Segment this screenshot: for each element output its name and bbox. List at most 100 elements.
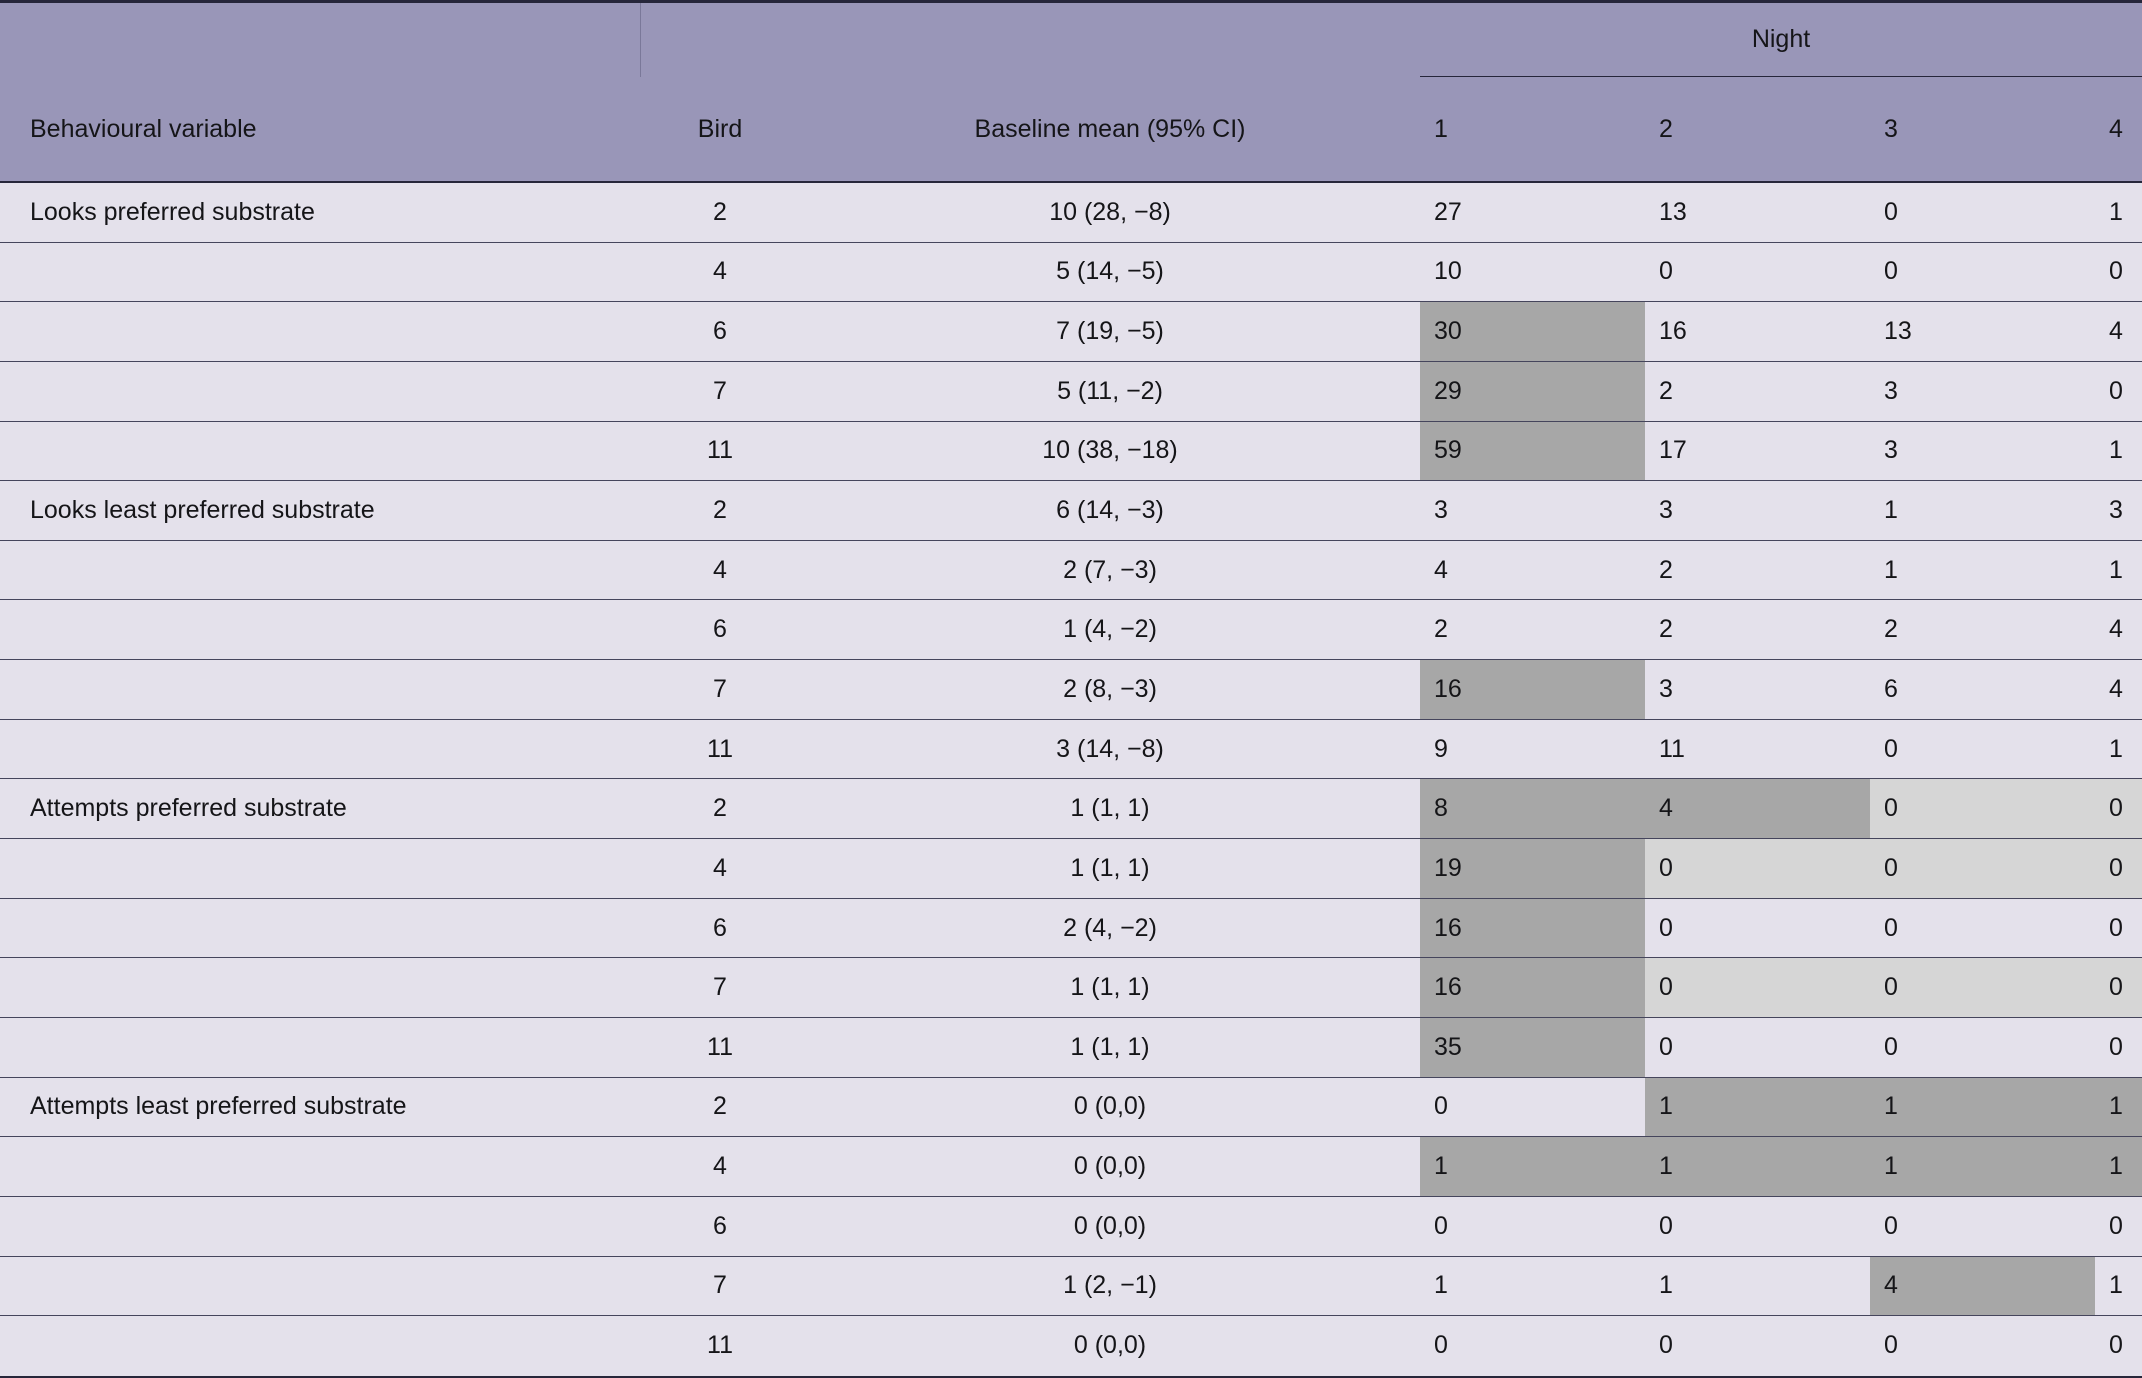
night-4-value-cell: 4	[2109, 674, 2123, 703]
night-header-group: Night	[1420, 3, 2142, 77]
behavioural-variable-cell	[0, 243, 640, 302]
table-row: 6 1 (4, −2) 2 2 2 4	[0, 600, 2142, 661]
night-2-value-cell: 13	[1659, 197, 1687, 226]
col-header-night-3: 3	[1884, 114, 1898, 143]
night-1-value-cell: 0	[1434, 1331, 1448, 1360]
night-3-value-cell: 0	[1884, 734, 1898, 763]
behavioural-variable-cell	[0, 899, 640, 958]
bird-cell: 2	[713, 197, 727, 226]
night-1-value-cell: 10	[1434, 257, 1462, 286]
behavioural-variable-cell	[0, 422, 640, 481]
night-3-value-cell: 0	[1884, 1032, 1898, 1061]
bird-cell: 4	[713, 853, 727, 882]
table-header-columns-row: Behavioural variable Bird Baseline mean …	[0, 77, 2142, 181]
night-1-value-cell: 16	[1420, 958, 1645, 1017]
night-2-value-cell: 0	[1645, 839, 1870, 898]
night-2-value-cell: 16	[1659, 317, 1687, 346]
night-2-value-cell: 4	[1645, 779, 1870, 839]
night-3-value-cell: 2	[1884, 615, 1898, 644]
night-2-value-cell: 3	[1659, 674, 1673, 703]
behavioural-variable-cell	[0, 302, 640, 361]
night-4-value-cell: 0	[2109, 257, 2123, 286]
baseline-mean-cell: 1 (2, −1)	[1063, 1271, 1157, 1300]
night-4-value-cell: 0	[2109, 913, 2123, 942]
table-row: 7 5 (11, −2) 29 2 3 0	[0, 361, 2142, 422]
baseline-mean-cell: 0 (0,0)	[1073, 1152, 1147, 1181]
night-2-value-cell: 0	[1659, 1211, 1673, 1240]
night-3-value-cell: 6	[1884, 674, 1898, 703]
night-4-value-cell: 0	[2095, 958, 2142, 1017]
baseline-mean-cell: 0 (0,0)	[1073, 1331, 1147, 1360]
behavioural-variable-cell: Looks least preferred substrate	[30, 496, 375, 525]
behavioural-variable-cell	[0, 958, 640, 1017]
baseline-mean-cell: 1 (1, 1)	[1070, 1032, 1150, 1061]
night-1-value-cell: 2	[1434, 615, 1448, 644]
bird-cell: 7	[713, 973, 727, 1002]
baseline-mean-cell: 3 (14, −8)	[1056, 734, 1164, 763]
table-body: Looks preferred substrate 2 10 (28, −8) 27 1…	[0, 183, 2142, 1376]
behavioural-variable-cell	[0, 1197, 640, 1256]
night-1-value-cell: 29	[1420, 361, 1645, 421]
bird-cell: 2	[713, 794, 727, 823]
bird-cell: 7	[713, 1271, 727, 1300]
night-1-value-cell: 59	[1420, 421, 1645, 481]
table-row: 6 0 (0,0) 0 0 0 0	[0, 1197, 2142, 1257]
night-2-value-cell: 17	[1659, 436, 1687, 465]
night-2-value-cell: 0	[1659, 1032, 1673, 1061]
night-2-value-cell: 1	[1645, 1137, 1870, 1196]
table-row: 4 5 (14, −5) 10 0 0 0	[0, 243, 2142, 303]
night-3-value-cell: 3	[1884, 436, 1898, 465]
night-4-value-cell: 0	[2109, 376, 2123, 405]
night-4-value-cell: 0	[2109, 1211, 2123, 1240]
baseline-mean-cell: 1 (4, −2)	[1063, 615, 1157, 644]
table-header-top-row: Night	[0, 3, 2142, 77]
night-1-value-cell: 1	[1420, 1137, 1645, 1196]
table-row: 11 1 (1, 1) 35 0 0 0	[0, 1017, 2142, 1078]
night-4-value-cell: 3	[2109, 496, 2123, 525]
night-3-value-cell: 0	[1884, 1331, 1898, 1360]
night-4-value-cell: 1	[2109, 197, 2123, 226]
night-2-value-cell: 3	[1659, 496, 1673, 525]
night-3-value-cell: 0	[1870, 958, 2095, 1017]
bird-cell: 4	[713, 555, 727, 584]
baseline-mean-cell: 7 (19, −5)	[1056, 317, 1164, 346]
baseline-mean-cell: 5 (14, −5)	[1056, 257, 1164, 286]
behavioural-variable-cell	[0, 1316, 640, 1376]
night-1-value-cell: 0	[1434, 1211, 1448, 1240]
night-4-value-cell: 1	[2095, 1077, 2142, 1137]
col-header-night-2: 2	[1659, 114, 1673, 143]
night-4-value-cell: 1	[2095, 1137, 2142, 1196]
night-2-value-cell: 0	[1659, 913, 1673, 942]
bird-cell: 11	[707, 1032, 733, 1061]
night-3-value-cell: 1	[1884, 555, 1898, 584]
table-row: 11 10 (38, −18) 59 17 3 1	[0, 421, 2142, 482]
night-2-value-cell: 1	[1659, 1271, 1673, 1300]
night-1-value-cell: 9	[1434, 734, 1448, 763]
night-3-value-cell: 13	[1884, 317, 1912, 346]
night-3-value-cell: 0	[1884, 1211, 1898, 1240]
baseline-mean-cell: 2 (7, −3)	[1063, 555, 1157, 584]
night-3-value-cell: 0	[1870, 779, 2095, 839]
night-3-value-cell: 0	[1884, 257, 1898, 286]
night-2-value-cell: 0	[1659, 257, 1673, 286]
night-4-value-cell: 0	[2109, 1331, 2123, 1360]
behavioural-variable-cell	[0, 720, 640, 779]
table-row: 11 0 (0,0) 0 0 0 0	[0, 1316, 2142, 1376]
night-3-value-cell: 1	[1884, 496, 1898, 525]
baseline-mean-cell: 2 (4, −2)	[1063, 913, 1157, 942]
bird-cell: 4	[713, 257, 727, 286]
col-header-bird: Bird	[697, 114, 743, 143]
table-row: Looks preferred substrate 2 10 (28, −8) 27 1…	[0, 183, 2142, 243]
table-row: 6 7 (19, −5) 30 16 13 4	[0, 302, 2142, 362]
col-header-behavioural-variable: Behavioural variable	[30, 114, 257, 143]
bird-cell: 6	[713, 615, 727, 644]
behavioural-variable-cell	[0, 541, 640, 600]
night-3-value-cell: 0	[1870, 839, 2095, 898]
behavioural-variable-cell	[0, 660, 640, 719]
night-4-value-cell: 1	[2109, 555, 2123, 584]
bird-cell: 6	[713, 317, 727, 346]
bird-cell: 2	[713, 1092, 727, 1121]
